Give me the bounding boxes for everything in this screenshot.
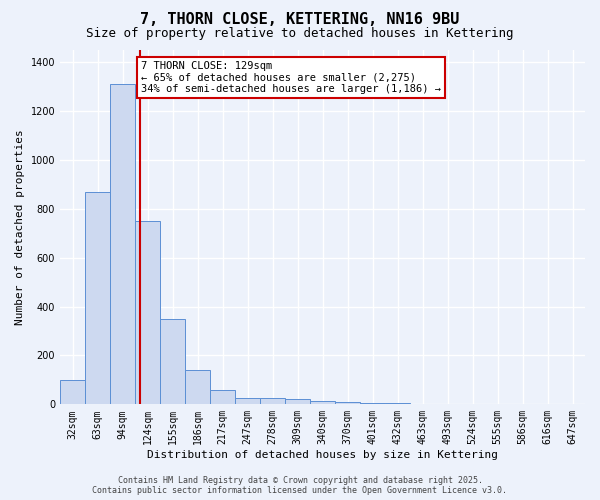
Bar — [160, 319, 185, 404]
Bar — [310, 400, 335, 404]
Y-axis label: Number of detached properties: Number of detached properties — [15, 130, 25, 325]
Bar — [185, 370, 210, 404]
Bar — [210, 390, 235, 404]
Text: 7, THORN CLOSE, KETTERING, NN16 9BU: 7, THORN CLOSE, KETTERING, NN16 9BU — [140, 12, 460, 28]
X-axis label: Distribution of detached houses by size in Kettering: Distribution of detached houses by size … — [147, 450, 498, 460]
Bar — [260, 398, 285, 404]
Bar — [110, 84, 135, 404]
Bar — [385, 403, 410, 404]
Bar — [60, 380, 85, 404]
Bar — [85, 192, 110, 404]
Text: 7 THORN CLOSE: 129sqm
← 65% of detached houses are smaller (2,275)
34% of semi-d: 7 THORN CLOSE: 129sqm ← 65% of detached … — [141, 61, 441, 94]
Bar — [235, 398, 260, 404]
Bar — [360, 403, 385, 404]
Bar — [135, 221, 160, 404]
Bar — [285, 400, 310, 404]
Bar — [335, 402, 360, 404]
Text: Contains HM Land Registry data © Crown copyright and database right 2025.
Contai: Contains HM Land Registry data © Crown c… — [92, 476, 508, 495]
Text: Size of property relative to detached houses in Kettering: Size of property relative to detached ho… — [86, 28, 514, 40]
